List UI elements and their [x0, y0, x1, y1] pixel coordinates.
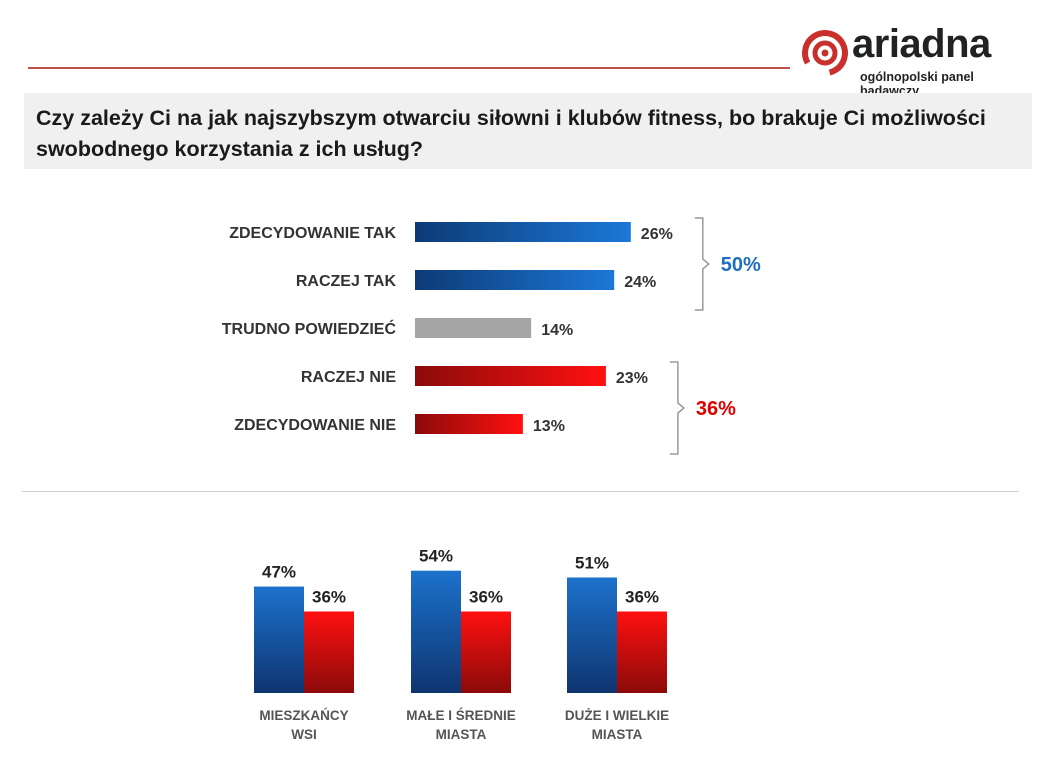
spiral-logo-icon	[802, 30, 848, 76]
group-bracket	[669, 361, 686, 455]
hbar-category-label: ZDECYDOWANIE TAK	[229, 225, 396, 242]
ariadna-logo: ariadna ogólnopolski panel badawczy	[800, 22, 1032, 98]
vbar	[304, 611, 354, 693]
vbar-category-label: WSI	[291, 727, 317, 742]
vbar-category-label: MAŁE I ŚREDNIE	[406, 708, 516, 723]
hbar-value-label: 24%	[624, 274, 656, 291]
vbar-value-label: 54%	[419, 547, 453, 566]
vbar	[617, 611, 667, 693]
vbar-category-label: MIASTA	[436, 727, 487, 742]
vertical-bar-chart: 47% 36% MIESZKAŃCY WSI 54% 36% MAŁE I ŚREDNIE M…	[254, 547, 669, 742]
hbar	[415, 414, 523, 434]
header-divider	[28, 67, 790, 69]
vbar-value-label: 51%	[575, 553, 609, 572]
hbar	[415, 366, 606, 386]
vbar-value-label: 36%	[469, 587, 503, 606]
group-total-label: 36%	[696, 398, 736, 420]
question-title: Czy zależy Ci na jak najszybszym otwarci…	[24, 93, 1032, 169]
vbar-value-label: 36%	[312, 587, 346, 606]
section-divider	[22, 491, 1019, 492]
hbar	[415, 270, 615, 290]
group-total-label: 50%	[721, 254, 761, 276]
vbar	[411, 570, 461, 693]
vbar-value-label: 47%	[262, 563, 296, 582]
group-bracket	[694, 217, 710, 311]
hbar-value-label: 26%	[641, 226, 673, 243]
vbar	[567, 577, 617, 693]
horizontal-bar-chart: ZDECYDOWANIE TAK 26% RACZEJ TAK 24% TRUDNO P…	[222, 217, 761, 455]
vbar	[254, 586, 304, 693]
hbar-value-label: 13%	[533, 418, 565, 435]
vbar-category-label: DUŻE I WIELKIE	[565, 708, 669, 723]
hbar-value-label: 23%	[616, 370, 648, 387]
hbar	[415, 222, 631, 242]
vbar-value-label: 36%	[625, 587, 659, 606]
hbar-category-label: TRUDNO POWIEDZIEĆ	[222, 319, 397, 338]
logo-brand: ariadna	[852, 22, 991, 66]
hbar-category-label: RACZEJ TAK	[296, 273, 397, 290]
vbar	[461, 611, 511, 693]
hbar	[415, 318, 532, 338]
vbar-category-label: MIESZKAŃCY	[259, 708, 348, 723]
hbar-category-label: ZDECYDOWANIE NIE	[234, 417, 396, 434]
hbar-category-label: RACZEJ NIE	[301, 369, 396, 386]
vbar-category-label: MIASTA	[592, 727, 643, 742]
hbar-value-label: 14%	[541, 322, 573, 339]
